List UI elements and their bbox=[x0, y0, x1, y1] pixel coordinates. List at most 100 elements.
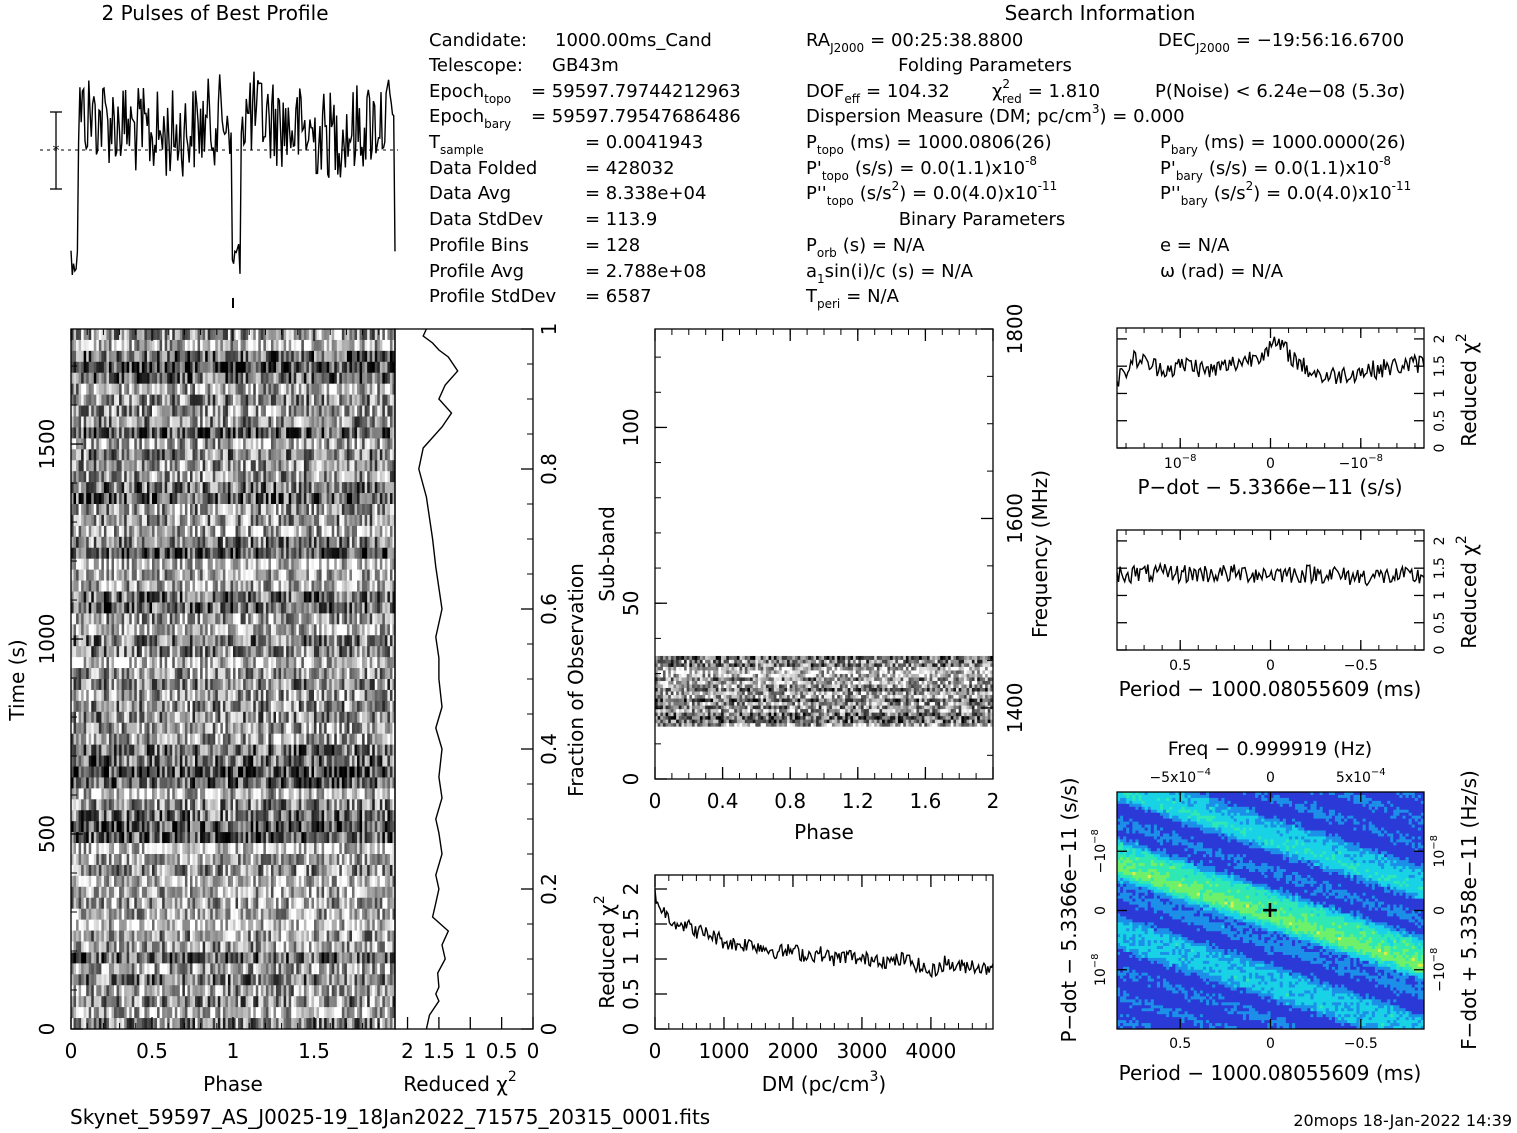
dm-axes: 0 1000 2000 3000 4000 0 0.5 1 1.5 2 bbox=[619, 875, 987, 1063]
ppdot-ylabel: P−dot − 5.3366e−11 (s/s) bbox=[1057, 777, 1081, 1042]
ppdot-title: Freq − 0.999919 (Hz) bbox=[1168, 738, 1372, 760]
tchi-ytick-label: 0.4 bbox=[537, 733, 561, 765]
pddtopo-label: P''topo (s/s2) = 0.0(4.0)x10-11 bbox=[806, 179, 1057, 208]
dm-xtick-label: 4000 bbox=[905, 1039, 956, 1063]
porb-label: Porb (s) = N/A bbox=[806, 235, 925, 260]
omega-label: ω (rad) = N/A bbox=[1160, 261, 1284, 282]
sb-ytick-label: 50 bbox=[619, 590, 643, 615]
pp-ytick-left-label: 10−8 bbox=[1090, 953, 1109, 986]
tp-xtick-label: 1.5 bbox=[298, 1039, 330, 1063]
sb-xtick-label: 1.2 bbox=[842, 789, 874, 813]
pnoise-label: P(Noise) < 6.24e−08 (5.3σ) bbox=[1155, 81, 1405, 102]
pdot-panel: 10−8 0 −10−8 0 0.5 1 1.5 2 P−dot − 5.3366e−11 (… bbox=[1116, 327, 1481, 499]
dof-label: DOFeff = 104.32 bbox=[806, 81, 950, 106]
sb-xtick-label: 0.8 bbox=[774, 789, 806, 813]
time-phase-heatmap bbox=[71, 329, 395, 1029]
tchi-ytick-label: 1 bbox=[537, 323, 561, 336]
dm-ytick-label: 1 bbox=[619, 953, 643, 966]
time-chi2-panel: 2 1.5 1 0.5 0 0 0.2 0.4 0.6 0.8 1 Reduced χ2 Fract… bbox=[394, 323, 588, 1096]
ecc-label: e = N/A bbox=[1160, 235, 1230, 256]
info-left: Candidate: 1000.00ms_Cand Telescope: GB43m E… bbox=[428, 30, 741, 307]
pdot-axes: 10−8 0 −10−8 0 0.5 1 1.5 2 bbox=[1117, 328, 1448, 472]
timestamp-label: 20mops 18-Jan-2022 14:39 bbox=[1293, 1111, 1512, 1130]
subband-ylabel: Sub-band bbox=[595, 506, 619, 602]
profile-errorbar-star: * bbox=[53, 143, 60, 159]
sb-xtick-label: 0 bbox=[649, 789, 662, 813]
time-chi2-curve bbox=[418, 328, 459, 1030]
small-ytick-label: 1.5 bbox=[1432, 557, 1448, 579]
pp-toptick-label: 5x10−4 bbox=[1336, 767, 1386, 786]
sb-freq-tick-label: 1600 bbox=[1003, 493, 1027, 544]
time-phase-axes: 0 0.5 1 1.5 0 500 1000 1500 bbox=[35, 329, 396, 1063]
sb-freq-tick-label: 1400 bbox=[1003, 682, 1027, 733]
small-ytick-label: 2 bbox=[1432, 334, 1448, 343]
pdtopo-label: P'topo (s/s) = 0.0(1.1)x10-8 bbox=[806, 154, 1037, 183]
small-ytick-label: 0.5 bbox=[1432, 410, 1448, 432]
tchi-ytick-label: 0.6 bbox=[537, 593, 561, 625]
info-row-label: Candidate: bbox=[429, 30, 527, 51]
period-axes: 0.5 0 −0.5 0 0.5 1 1.5 2 bbox=[1117, 530, 1448, 674]
info-row-value: = 0.0041943 bbox=[585, 132, 703, 153]
small-ytick-label: 1 bbox=[1432, 389, 1448, 398]
filename-label: Skynet_59597_AS_J0025-19_18Jan2022_71575… bbox=[70, 1105, 710, 1129]
profile-curve bbox=[70, 71, 396, 275]
small-ytick-label: 2 bbox=[1432, 536, 1448, 545]
info-mid: RAJ2000 = 00:25:38.8800 Folding Parameter… bbox=[805, 30, 1185, 311]
pdot-xlabel: P−dot − 5.3366e−11 (s/s) bbox=[1137, 475, 1402, 499]
pdot-ylabel: Reduced χ2 bbox=[1454, 333, 1481, 447]
tp-ytick-label: 0 bbox=[35, 1023, 59, 1036]
info-row-value: = 59597.79547686486 bbox=[531, 106, 741, 127]
info-right: DECJ2000 = −19:56:16.6700 P(Noise) < 6.24… bbox=[1155, 30, 1411, 282]
dm-xlabel: DM (pc/cm3) bbox=[762, 1069, 886, 1096]
small-ytick-label: 0.5 bbox=[1432, 612, 1448, 634]
pp-toptick-label: 0 bbox=[1266, 770, 1275, 786]
asini-label: a1sin(i)/c (s) = N/A bbox=[806, 261, 974, 286]
subband-xlabel: Phase bbox=[794, 820, 854, 844]
ppdot-ylabel-right: F−dot + 5.3358e−11 (Hz/s) bbox=[1457, 770, 1481, 1050]
tchi-xtick-label: 2 bbox=[401, 1039, 414, 1063]
small-xtick-label: −10−8 bbox=[1339, 453, 1383, 472]
dm-xtick-label: 1000 bbox=[699, 1039, 750, 1063]
info-row-label: Epochtopo bbox=[429, 81, 511, 106]
time-phase-xlabel: Phase bbox=[203, 1072, 263, 1096]
subband-heatmap bbox=[655, 655, 993, 727]
profile-plot: * bbox=[40, 71, 398, 308]
dm-ytick-label: 1.5 bbox=[619, 908, 643, 940]
tchi-xtick-label: 1.5 bbox=[423, 1039, 455, 1063]
time-chi2-axes: 2 1.5 1 0.5 0 0 0.2 0.4 0.6 0.8 1 bbox=[401, 323, 561, 1063]
tchi-xtick-label: 0 bbox=[527, 1039, 540, 1063]
ppdot-best-marker: + bbox=[1261, 898, 1279, 923]
info-row-label: Data StdDev bbox=[429, 209, 544, 230]
sb-xtick-label: 0.4 bbox=[707, 789, 739, 813]
small-ytick-label: 1 bbox=[1432, 591, 1448, 600]
tperi-label: Tperi = N/A bbox=[805, 286, 900, 311]
dec-label: DECJ2000 = −19:56:16.6700 bbox=[1158, 30, 1404, 55]
ppdot-heatmap bbox=[1117, 792, 1424, 1029]
tchi-xtick-label: 1 bbox=[464, 1039, 477, 1063]
chi-label: χ2 red = 1.810 bbox=[992, 77, 1100, 106]
period-panel: 0.5 0 −0.5 0 0.5 1 1.5 2 Period − 1000.08055609… bbox=[1116, 529, 1481, 701]
subband-panel: 0 0.4 0.8 1.2 1.6 2 0 50 100 1400 1600 1800 Phase S… bbox=[595, 304, 1052, 844]
sb-ytick-label: 0 bbox=[619, 773, 643, 786]
tchi-xtick-label: 0.5 bbox=[486, 1039, 518, 1063]
info-row-label: Profile StdDev bbox=[429, 286, 557, 307]
pp-xtick-label: 0 bbox=[1266, 1036, 1275, 1052]
ppdot-xlabel: Period − 1000.08055609 (ms) bbox=[1119, 1061, 1422, 1085]
pdbary-label: P'bary (s/s) = 0.0(1.1)x10-8 bbox=[1160, 154, 1391, 183]
small-xtick-label: −0.5 bbox=[1344, 658, 1378, 674]
pbary-label: Pbary (ms) = 1000.0000(26) bbox=[1160, 132, 1406, 157]
period-curve bbox=[1116, 561, 1425, 587]
sb-xtick-label: 2 bbox=[987, 789, 1000, 813]
small-xtick-label: 0.5 bbox=[1169, 658, 1191, 674]
search-title: Search Information bbox=[1005, 1, 1196, 25]
sb-ytick-label: 100 bbox=[619, 408, 643, 446]
ptopo-label: Ptopo (ms) = 1000.0806(26) bbox=[806, 132, 1052, 157]
info-row-value: = 428032 bbox=[585, 158, 675, 179]
frequency-ylabel: Frequency (MHz) bbox=[1028, 470, 1052, 638]
info-row-label: Epochbary bbox=[429, 106, 511, 131]
sb-xtick-label: 1.6 bbox=[909, 789, 941, 813]
tp-ytick-label: 1500 bbox=[35, 419, 59, 470]
profile-title: 2 Pulses of Best Profile bbox=[102, 1, 329, 25]
tp-xtick-label: 0.5 bbox=[136, 1039, 168, 1063]
